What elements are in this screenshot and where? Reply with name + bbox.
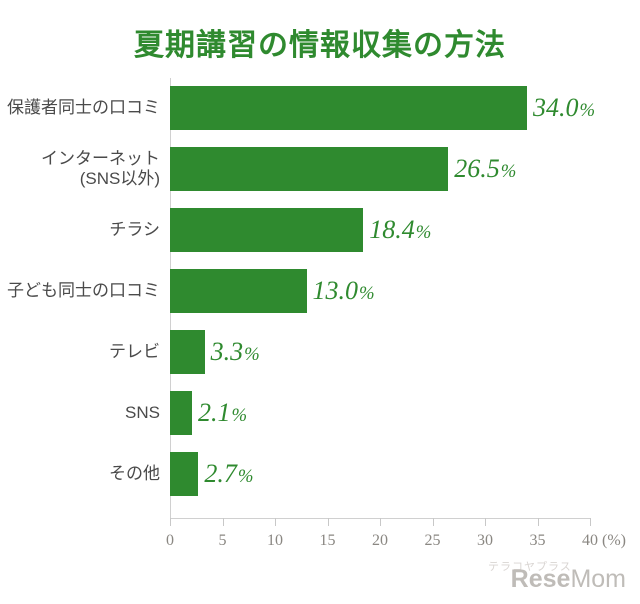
bar-row: SNS2.1% [170,391,590,435]
bar-row: テレビ3.3% [170,330,590,374]
value-label: 34.0% [533,86,595,130]
category-label: 子ども同士の口コミ [10,269,170,313]
x-tick: 20 [372,518,388,550]
bar-row: 子ども同士の口コミ13.0% [170,269,590,313]
watermark-rest: Mom [570,565,626,593]
category-label: 保護者同士の口コミ [10,86,170,130]
bar [170,452,198,496]
value-label: 26.5% [454,147,516,191]
bar [170,86,527,130]
x-tick: 5 [219,518,227,550]
x-tick: 35 [530,518,546,550]
category-label: SNS [10,391,170,435]
bar [170,391,192,435]
x-tick: 0 [166,518,174,550]
watermark-bold: Rese [511,565,571,593]
bar-row: その他2.7% [170,452,590,496]
bar-row: 保護者同士の口コミ34.0% [170,86,590,130]
value-label: 2.7% [204,452,253,496]
chart-title: 夏期講習の情報収集の方法 [0,20,640,64]
bar [170,330,205,374]
category-label: インターネット (SNS以外) [10,147,170,191]
x-tick: 25 [425,518,441,550]
bar-row: インターネット (SNS以外)26.5% [170,147,590,191]
x-tick: 15 [320,518,336,550]
category-label: テレビ [10,330,170,374]
x-tick: 30 [477,518,493,550]
value-label: 13.0% [313,269,375,313]
bar [170,269,307,313]
chart-plot-area: 0510152025303540(%)保護者同士の口コミ34.0%インターネット… [170,78,590,518]
x-tick: 10 [267,518,283,550]
category-label: その他 [10,452,170,496]
x-tick: 40 [582,518,598,550]
value-label: 2.1% [198,391,247,435]
x-axis-unit: (%) [602,518,626,550]
watermark: ReseMom [511,565,626,594]
chart-container: 夏期講習の情報収集の方法 0510152025303540(%)保護者同士の口コ… [0,0,640,604]
bar-row: チラシ18.4% [170,208,590,252]
value-label: 3.3% [211,330,260,374]
category-label: チラシ [10,208,170,252]
bar [170,208,363,252]
bar [170,147,448,191]
value-label: 18.4% [369,208,431,252]
